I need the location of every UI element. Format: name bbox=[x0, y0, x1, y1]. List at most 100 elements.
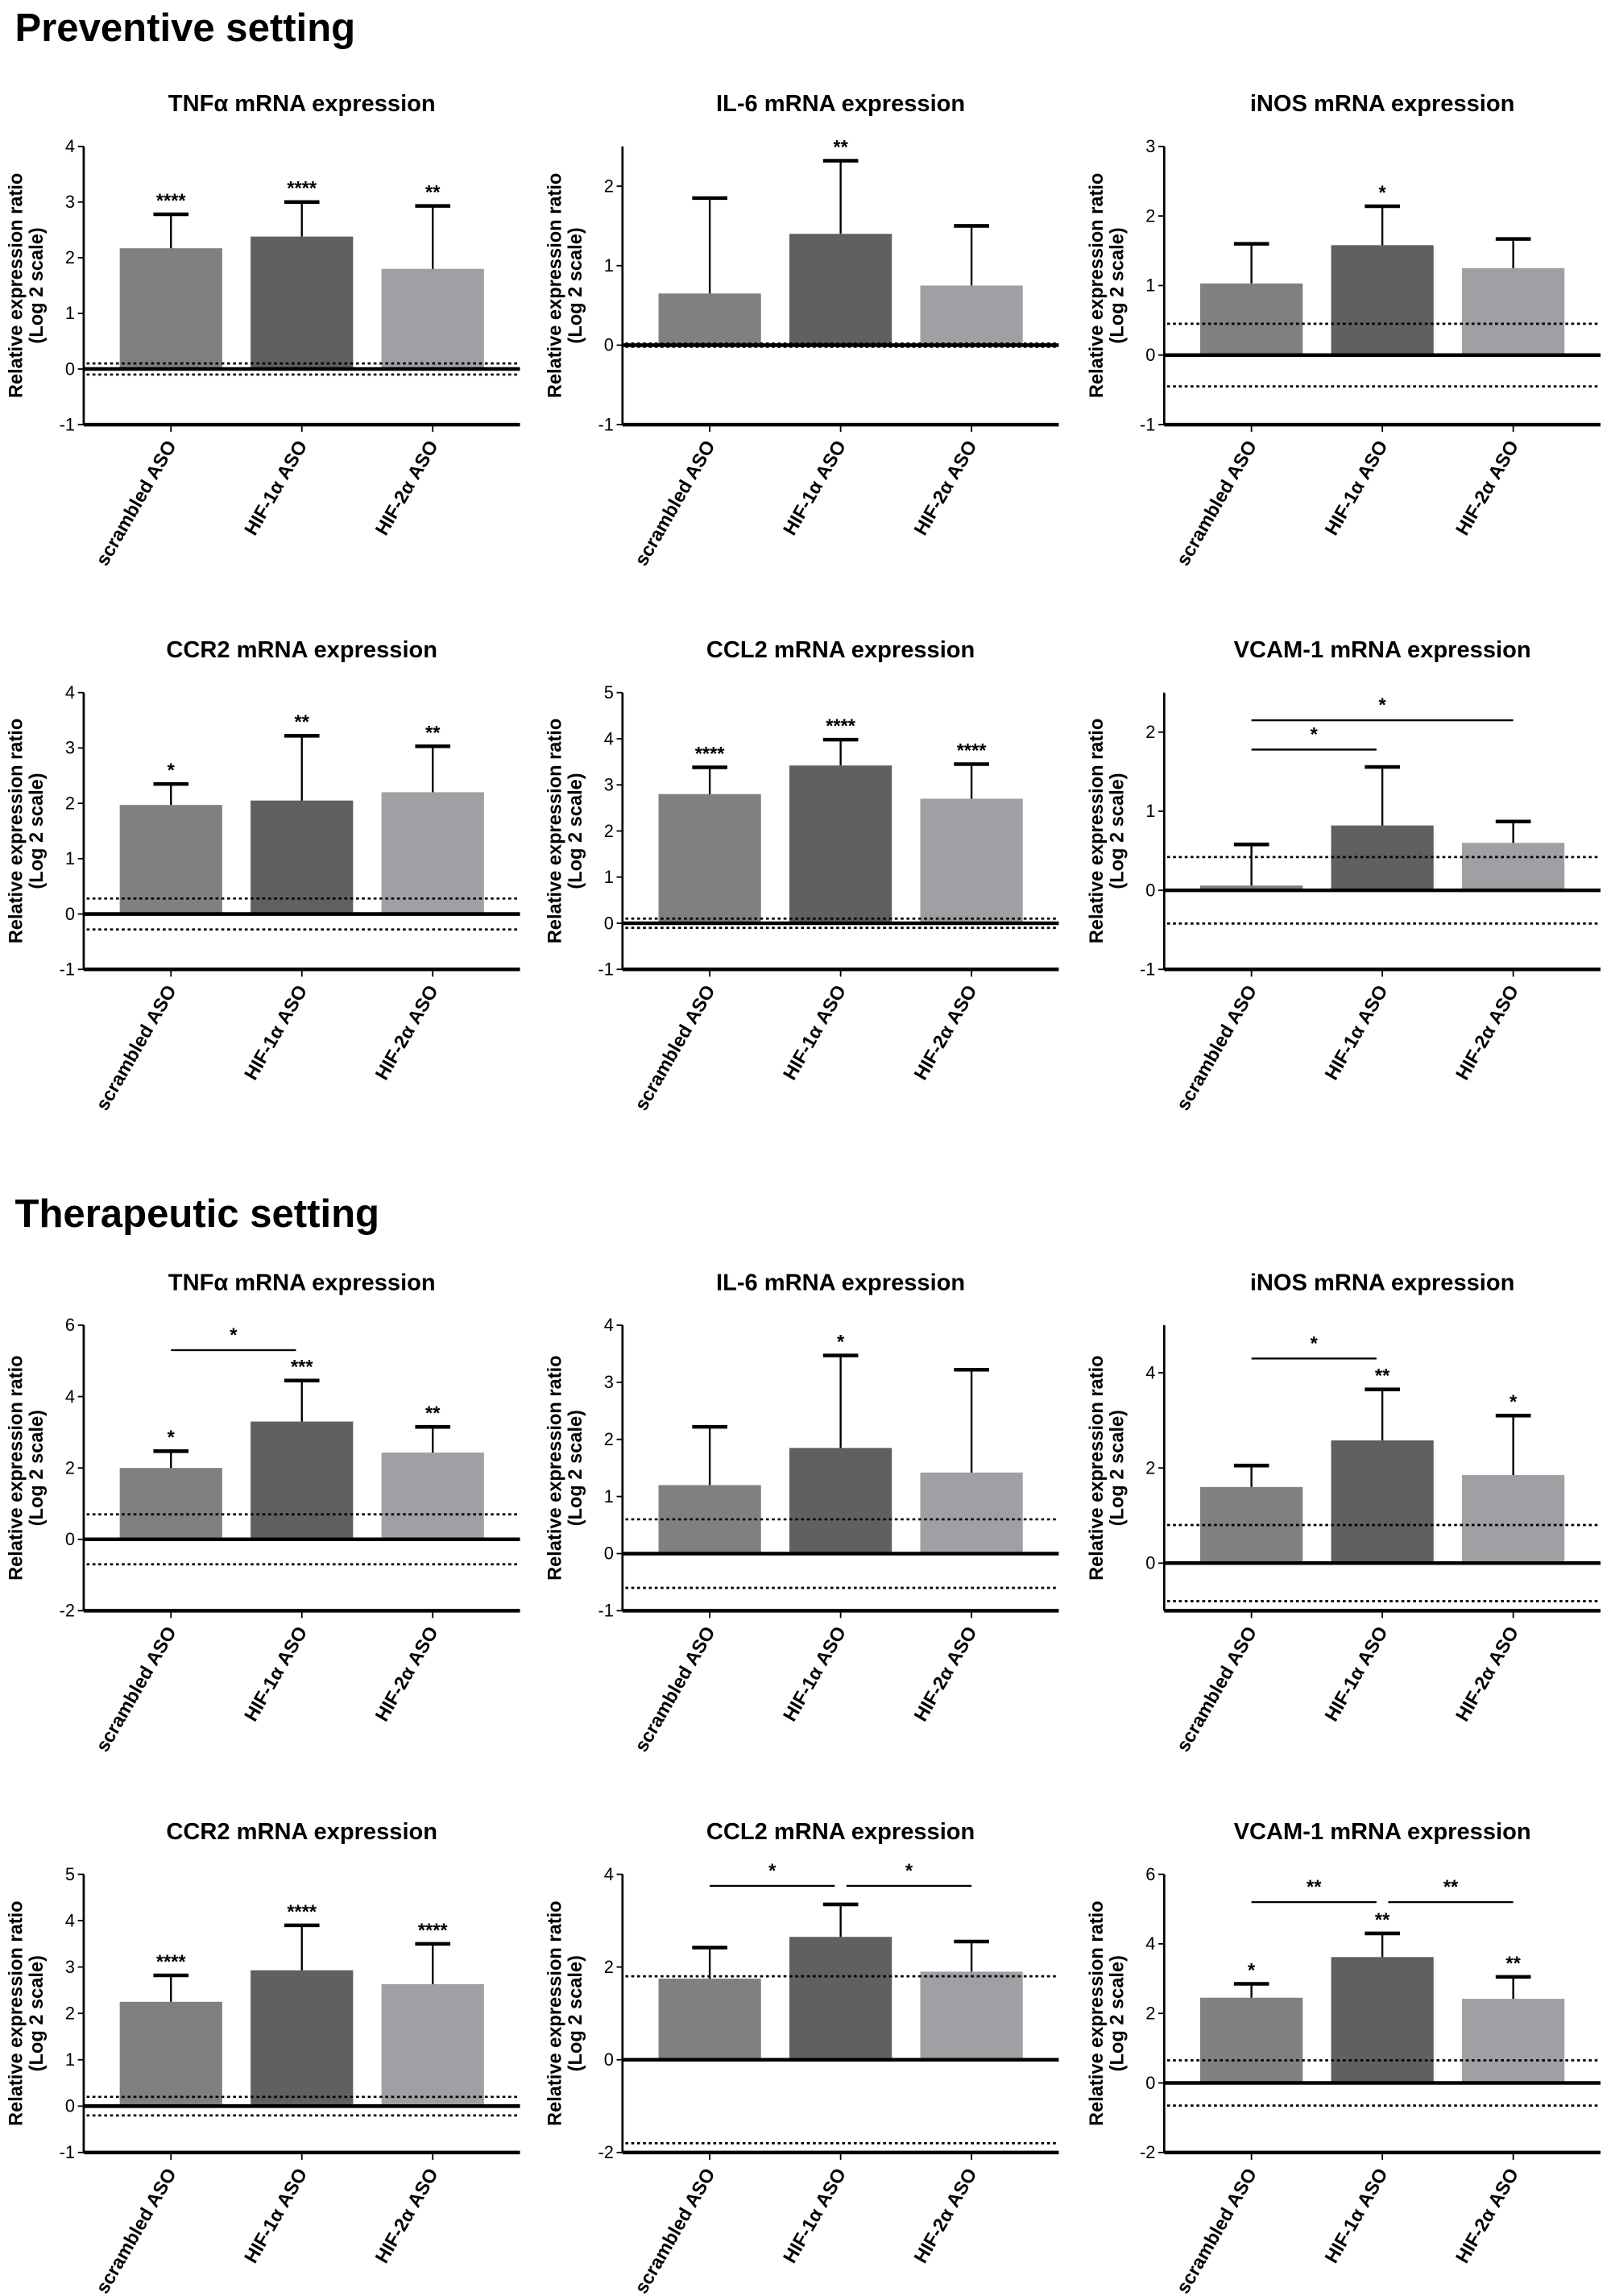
y-tick-label: 6 bbox=[65, 1315, 75, 1335]
comparison-stars: * bbox=[1311, 1333, 1319, 1354]
y-tick-label: 1 bbox=[604, 1486, 614, 1506]
bar bbox=[1462, 267, 1565, 355]
chart-title: VCAM-1 mRNA expression bbox=[1234, 1819, 1531, 1845]
bar bbox=[119, 248, 222, 370]
y-tick-label: -2 bbox=[60, 1601, 75, 1621]
chart-panel: IL-6 mRNA expression Relative expression … bbox=[545, 1270, 1059, 1756]
chart-title: iNOS mRNA expression bbox=[1250, 91, 1515, 117]
y-axis-label-unit: (Log 2 scale) bbox=[565, 1955, 586, 2071]
chart-panel: CCR2 mRNA expression Relative expression … bbox=[6, 637, 520, 1114]
significance-stars: ** bbox=[425, 723, 441, 744]
chart-title: TNFα mRNA expression bbox=[168, 91, 436, 117]
y-tick-label: 1 bbox=[604, 867, 614, 887]
chart-panel: VCAM-1 mRNA expression Relative expressio… bbox=[1087, 1819, 1601, 2296]
bar bbox=[119, 805, 222, 914]
y-tick-label: 0 bbox=[1145, 345, 1155, 365]
y-tick-label: 2 bbox=[604, 1957, 614, 1977]
x-tick-label: scrambled ASO bbox=[93, 982, 181, 1115]
chart-title: IL-6 mRNA expression bbox=[716, 91, 965, 117]
y-axis-label: Relative expression ratio bbox=[1087, 1900, 1108, 2125]
y-axis-label-unit: (Log 2 scale) bbox=[27, 1955, 48, 2071]
y-tick-label: 0 bbox=[1145, 2073, 1155, 2093]
bar bbox=[251, 1970, 354, 2107]
comparison-stars: * bbox=[1379, 695, 1387, 716]
significance-stars: * bbox=[168, 1428, 176, 1448]
y-axis-label-unit: (Log 2 scale) bbox=[565, 227, 586, 343]
section-title-therapeutic: Therapeutic setting bbox=[14, 1192, 379, 1236]
x-tick-label: HIF-1α ASO bbox=[780, 437, 851, 540]
significance-stars: **** bbox=[156, 1952, 187, 1973]
y-tick-label: 2 bbox=[604, 821, 614, 841]
y-tick-label: 3 bbox=[604, 775, 614, 795]
bar bbox=[381, 268, 484, 370]
y-tick-label: -1 bbox=[598, 959, 614, 980]
y-tick-label: 0 bbox=[1145, 1553, 1155, 1573]
y-tick-label: 0 bbox=[65, 904, 75, 924]
y-tick-label: 4 bbox=[1145, 1362, 1155, 1382]
bar bbox=[251, 800, 354, 914]
y-axis-label-unit: (Log 2 scale) bbox=[1107, 1410, 1128, 1526]
chart-panel: IL-6 mRNA expression Relative expression … bbox=[545, 91, 1059, 570]
y-tick-label: 4 bbox=[604, 728, 614, 748]
y-tick-label: 2 bbox=[1145, 1457, 1155, 1477]
significance-stars: ** bbox=[1375, 1910, 1390, 1931]
x-tick-label: HIF-2α ASO bbox=[1452, 437, 1523, 540]
chart-panel: VCAM-1 mRNA expression Relative expressio… bbox=[1087, 637, 1601, 1114]
x-tick-label: HIF-2α ASO bbox=[1452, 2165, 1523, 2267]
x-tick-label: HIF-1α ASO bbox=[241, 982, 312, 1084]
y-axis-label: Relative expression ratio bbox=[1087, 719, 1108, 944]
y-tick-label: 1 bbox=[65, 303, 75, 323]
x-tick-label: HIF-1α ASO bbox=[241, 2165, 312, 2267]
y-tick-label: 5 bbox=[604, 682, 614, 702]
x-tick-label: scrambled ASO bbox=[1173, 437, 1261, 570]
y-tick-label: 1 bbox=[1145, 276, 1155, 296]
x-tick-label: HIF-2α ASO bbox=[910, 437, 981, 540]
y-tick-label: -1 bbox=[1140, 414, 1155, 434]
y-tick-label: 3 bbox=[65, 1957, 75, 1977]
y-tick-label: -1 bbox=[60, 2142, 75, 2162]
x-tick-label: scrambled ASO bbox=[632, 1623, 720, 1756]
y-tick-label: 1 bbox=[65, 2049, 75, 2070]
x-tick-label: HIF-2α ASO bbox=[1452, 982, 1523, 1084]
y-axis-label: Relative expression ratio bbox=[545, 1355, 565, 1581]
y-tick-label: 3 bbox=[65, 192, 75, 212]
y-tick-label: 0 bbox=[604, 335, 614, 355]
y-tick-label: 2 bbox=[604, 176, 614, 196]
chart-title: CCL2 mRNA expression bbox=[706, 637, 975, 663]
y-tick-label: -1 bbox=[60, 414, 75, 434]
chart-title: VCAM-1 mRNA expression bbox=[1234, 637, 1531, 663]
y-tick-label: 0 bbox=[65, 1529, 75, 1549]
significance-stars: * bbox=[1510, 1392, 1518, 1413]
x-tick-label: HIF-2α ASO bbox=[1452, 1623, 1523, 1726]
chart-panel: CCR2 mRNA expression Relative expression … bbox=[6, 1819, 520, 2296]
significance-stars: * bbox=[1379, 183, 1387, 204]
bar bbox=[1331, 825, 1434, 891]
significance-stars: ** bbox=[1375, 1366, 1390, 1387]
y-tick-label: 4 bbox=[1145, 1933, 1155, 1954]
chart-panel: iNOS mRNA expression Relative expression … bbox=[1087, 91, 1601, 570]
bar bbox=[1331, 1440, 1434, 1564]
bar bbox=[1200, 283, 1303, 355]
y-axis-label-unit: (Log 2 scale) bbox=[565, 1410, 586, 1526]
bar bbox=[1462, 1475, 1565, 1564]
comparison-stars: ** bbox=[1307, 1877, 1322, 1898]
x-tick-label: HIF-1α ASO bbox=[780, 1623, 851, 1726]
y-tick-label: 0 bbox=[1145, 880, 1155, 900]
x-tick-label: HIF-1α ASO bbox=[1321, 2165, 1392, 2267]
bar bbox=[119, 1468, 222, 1540]
y-tick-label: -2 bbox=[1140, 2142, 1155, 2162]
significance-stars: **** bbox=[287, 1902, 317, 1923]
y-tick-label: 2 bbox=[604, 1429, 614, 1449]
y-tick-label: 2 bbox=[65, 247, 75, 267]
y-axis-label-unit: (Log 2 scale) bbox=[27, 1410, 48, 1526]
significance-stars: **** bbox=[156, 191, 187, 212]
bar bbox=[920, 285, 1023, 346]
y-tick-label: 0 bbox=[65, 358, 75, 379]
y-tick-label: 3 bbox=[65, 738, 75, 758]
y-tick-label: 0 bbox=[65, 2096, 75, 2116]
bar bbox=[381, 792, 484, 914]
x-tick-label: HIF-2α ASO bbox=[372, 2165, 443, 2267]
x-tick-label: scrambled ASO bbox=[1173, 982, 1261, 1115]
y-tick-label: 2 bbox=[1145, 205, 1155, 226]
significance-stars: ** bbox=[295, 712, 310, 733]
